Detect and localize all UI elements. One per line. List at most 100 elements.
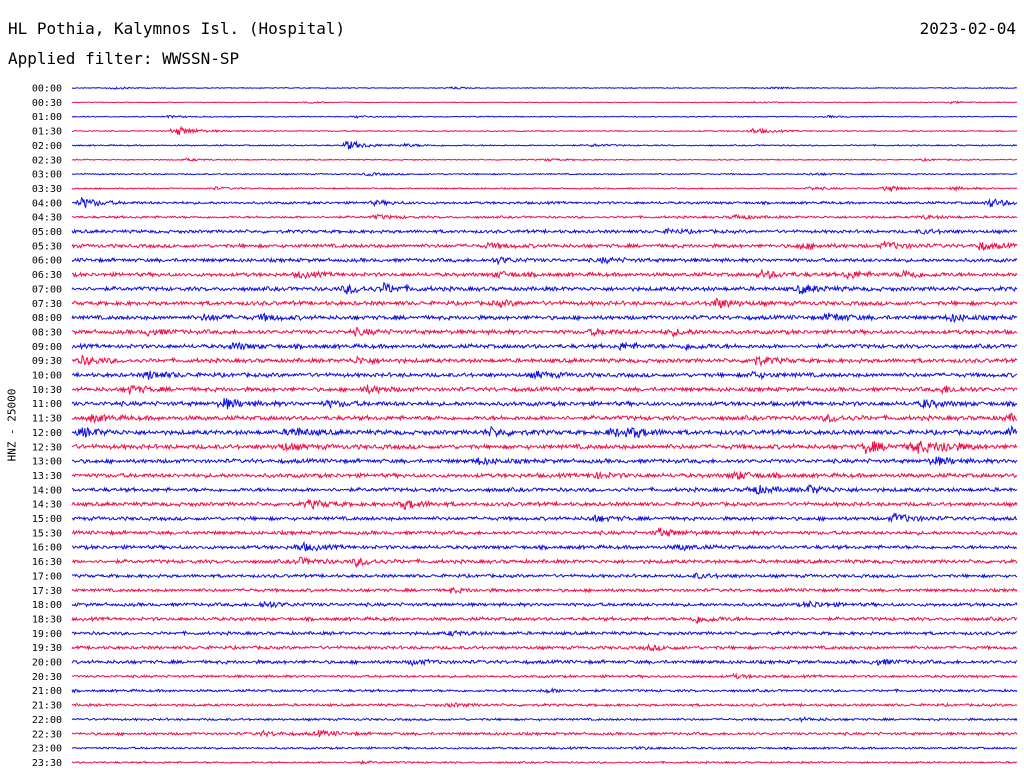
trace-1100 xyxy=(71,398,1018,410)
trace-0330 xyxy=(71,185,1018,193)
filter-label: Applied filter: WWSSN-SP xyxy=(8,49,240,68)
time-tick-label: 11:00 xyxy=(32,399,62,410)
time-tick-label: 10:30 xyxy=(32,385,62,396)
time-tick-label: 11:30 xyxy=(32,414,62,425)
time-tick-label: 22:30 xyxy=(32,729,62,740)
time-tick-label: 03:00 xyxy=(32,170,62,181)
time-tick-label: 19:00 xyxy=(32,629,62,640)
time-tick-label: 10:00 xyxy=(32,371,62,382)
time-tick-label: 06:00 xyxy=(32,256,62,267)
time-tick-label: 09:00 xyxy=(32,342,62,353)
time-tick-label: 15:30 xyxy=(32,528,62,539)
time-tick-label: 19:30 xyxy=(32,643,62,654)
time-tick-label: 17:30 xyxy=(32,586,62,597)
time-tick-label: 22:00 xyxy=(32,715,62,726)
trace-1030 xyxy=(72,384,1018,396)
time-tick-label: 14:30 xyxy=(32,500,62,511)
trace-0500 xyxy=(71,226,1018,236)
time-tick-label: 02:00 xyxy=(32,141,62,152)
time-tick-label: 08:00 xyxy=(32,313,62,324)
time-tick-label: 08:30 xyxy=(32,327,62,338)
time-tick-label: 02:30 xyxy=(32,155,62,166)
trace-1600 xyxy=(71,540,1018,552)
trace-2230 xyxy=(71,729,1018,738)
time-tick-label: 12:30 xyxy=(32,442,62,453)
trace-0730 xyxy=(71,297,1018,309)
trace-1930 xyxy=(71,642,1018,652)
trace-2200 xyxy=(71,715,1018,724)
time-tick-label: 00:00 xyxy=(32,84,62,95)
time-tick-label: 18:00 xyxy=(32,600,62,611)
station-title: HL Pothia, Kalymnos Isl. (Hospital) xyxy=(8,19,346,38)
trace-1730 xyxy=(71,586,1018,595)
trace-1400 xyxy=(71,484,1018,495)
trace-2030 xyxy=(71,672,1018,680)
time-tick-label: 06:30 xyxy=(32,270,62,281)
time-tick-label: 04:00 xyxy=(32,198,62,209)
trace-0030 xyxy=(71,100,1017,105)
time-tick-label: 16:00 xyxy=(32,543,62,554)
trace-1530 xyxy=(71,527,1018,537)
time-tick-label: 20:30 xyxy=(32,672,62,683)
trace-1700 xyxy=(71,572,1018,580)
time-tick-label: 14:00 xyxy=(32,485,62,496)
trace-0830 xyxy=(71,326,1018,338)
trace-2300 xyxy=(71,745,1018,751)
time-tick-label: 05:30 xyxy=(32,241,62,252)
trace-2000 xyxy=(71,658,1018,667)
trace-0600 xyxy=(71,256,1018,266)
time-tick-label: 12:00 xyxy=(32,428,62,439)
trace-1230 xyxy=(71,440,1018,454)
trace-0930 xyxy=(71,354,1018,368)
trace-0300 xyxy=(71,172,1018,177)
trace-1830 xyxy=(71,615,1018,625)
trace-0100 xyxy=(71,114,1018,119)
trace-0530 xyxy=(71,240,1018,251)
time-tick-label: 01:00 xyxy=(32,112,62,123)
trace-2130 xyxy=(71,702,1018,708)
time-tick-label: 21:00 xyxy=(32,686,62,697)
time-tick-label: 15:00 xyxy=(32,514,62,525)
trace-0400 xyxy=(71,196,1018,209)
trace-1000 xyxy=(71,370,1018,381)
trace-0230 xyxy=(71,157,1018,162)
time-tick-label: 13:00 xyxy=(32,457,62,468)
time-tick-label: 04:30 xyxy=(32,213,62,224)
trace-0630 xyxy=(71,267,1018,281)
time-tick-label: 23:00 xyxy=(32,744,62,755)
trace-1900 xyxy=(71,629,1018,638)
time-tick-label: 21:30 xyxy=(32,701,62,712)
trace-2330 xyxy=(71,759,1018,765)
time-tick-label: 07:00 xyxy=(32,284,62,295)
time-tick-label: 07:30 xyxy=(32,299,62,310)
time-tick-label: 01:30 xyxy=(32,127,62,138)
time-tick-label: 16:30 xyxy=(32,557,62,568)
time-tick-label: 23:30 xyxy=(32,758,62,769)
time-tick-label: 03:30 xyxy=(32,184,62,195)
trace-0200 xyxy=(71,140,1018,150)
trace-1200 xyxy=(71,424,1018,438)
trace-1630 xyxy=(71,556,1018,569)
trace-1500 xyxy=(71,512,1018,524)
date-label: 2023-02-04 xyxy=(919,19,1016,38)
time-tick-label: 09:30 xyxy=(32,356,62,367)
time-tick-label: 13:30 xyxy=(32,471,62,482)
time-tick-label: 18:30 xyxy=(32,614,62,625)
trace-0130 xyxy=(71,125,1018,136)
trace-0430 xyxy=(71,213,1018,221)
trace-1300 xyxy=(71,456,1018,466)
trace-0000 xyxy=(71,86,1018,90)
trace-2100 xyxy=(71,687,1018,695)
trace-0900 xyxy=(71,341,1018,352)
trace-0700 xyxy=(71,281,1018,295)
time-tick-label: 00:30 xyxy=(32,98,62,109)
time-tick-label: 05:00 xyxy=(32,227,62,238)
trace-1430 xyxy=(71,499,1018,510)
time-tick-label: 17:00 xyxy=(32,571,62,582)
trace-1130 xyxy=(71,412,1018,425)
trace-1800 xyxy=(71,599,1018,609)
trace-1330 xyxy=(71,470,1018,480)
time-tick-label: 20:00 xyxy=(32,658,62,669)
trace-0800 xyxy=(71,312,1018,324)
